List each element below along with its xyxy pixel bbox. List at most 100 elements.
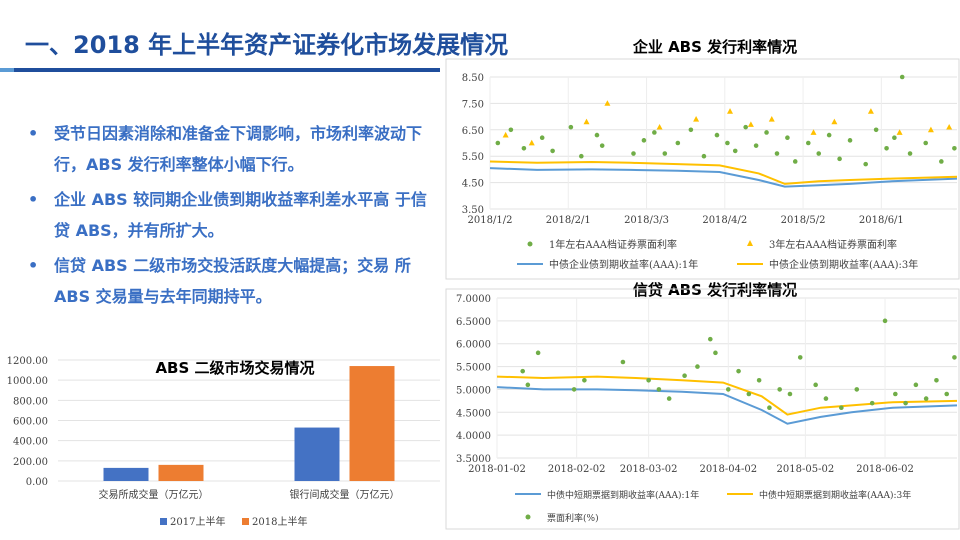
scatter-point <box>907 151 913 156</box>
scatter-point <box>823 396 829 401</box>
scatter-point <box>525 382 531 388</box>
scatter-point <box>934 377 939 383</box>
scatter-point <box>882 318 888 324</box>
title-underline-accent <box>0 68 14 72</box>
scatter-point <box>767 405 772 411</box>
bullet-text: 企业 ABS 较同期企业债到期收益率利差水平高 于信贷 ABS，并有所扩大。 <box>54 190 427 240</box>
scatter-point <box>675 140 681 146</box>
scatter-point <box>792 159 798 164</box>
bullet-list: • 受节日因素消除和准备金下调影响，市场利率波动下行，ABS 发行利率整体小幅下行… <box>28 118 440 316</box>
chart-frame <box>445 288 960 530</box>
y-tick-label: 6.0000 <box>456 340 491 351</box>
legend-label: 3年左右AAA档证券票面利率 <box>769 238 897 251</box>
scatter-point <box>837 156 842 162</box>
abs-trading-chart: 0.00 200.00 400.00 600.00 800.00 1000.00 1200.… <box>7 356 440 528</box>
legend-label: 2017上半年 <box>170 515 225 528</box>
scatter-point <box>787 391 793 397</box>
scatter-point <box>682 373 687 379</box>
legend-label: 1年左右AAA档证券票面利率 <box>549 238 677 251</box>
series-line-1 <box>489 167 958 188</box>
scatter-point <box>495 140 501 146</box>
scatter-point <box>620 359 626 365</box>
scatter-point <box>944 391 950 397</box>
scatter-point <box>839 405 844 411</box>
scatter-point <box>662 151 668 156</box>
bar <box>294 427 340 481</box>
bullet-text: 信贷 ABS 二级市场交投活跃度大幅提高；交易 所 ABS 交易量与去年同期持平… <box>54 256 411 306</box>
scatter-point <box>785 135 790 141</box>
legend-label: 中债中短期票据到期收益率(AAA):3年 <box>759 489 911 501</box>
scatter-point <box>688 127 694 133</box>
scatter-point <box>646 377 651 383</box>
scatter-point <box>539 135 545 141</box>
scatter-point <box>869 400 875 406</box>
scatter-point <box>579 153 584 159</box>
scatter-point <box>594 132 600 138</box>
enterprise-abs-chart: 3.50 4.50 5.50 6.50 7.50 8.50 2018/1/2 2018/2/1… <box>445 58 960 280</box>
scatter-point <box>753 143 759 148</box>
scatter-point-triangle <box>727 108 734 114</box>
x-tick-label: 2018/5/2 <box>781 215 826 226</box>
x-tick-label: 2018/3/3 <box>624 215 669 226</box>
scatter-point-triangle <box>768 116 775 122</box>
scatter-point <box>854 387 860 392</box>
y-tick-label: 0.00 <box>26 477 48 488</box>
scatter-point-triangle <box>896 129 903 135</box>
x-category-label: 银行间成交量（万亿元） <box>290 488 400 501</box>
scatter-point <box>568 124 574 130</box>
legend-label: 票面利率(%) <box>547 512 599 524</box>
bullet-dot-icon: • <box>28 256 39 275</box>
scatter-point <box>714 132 720 138</box>
bullet-item: • 企业 ABS 较同期企业债到期收益率利差水平高 于信贷 ABS，并有所扩大。 <box>28 184 440 246</box>
scatter-point <box>805 140 811 146</box>
enterprise-chart-title: 企业 ABS 发行利率情况 <box>632 38 798 56</box>
y-tick-label: 1000.00 <box>7 376 48 387</box>
y-tick-label: 4.5000 <box>456 408 491 419</box>
scatter-point <box>777 387 782 392</box>
x-tick-label: 2018-05-02 <box>777 464 835 475</box>
y-tick-label: 7.50 <box>462 99 484 110</box>
x-tick-label: 2018-03-02 <box>620 464 678 475</box>
legend-label: 中债企业债到期收益率(AAA):3年 <box>769 258 918 271</box>
y-tick-label: 200.00 <box>13 457 48 468</box>
page-title: 一、2018 年上半年资产证券化市场发展情况 <box>25 31 509 59</box>
scatter-point-triangle <box>604 100 611 106</box>
scatter-point <box>847 138 853 143</box>
y-tick-label: 1200.00 <box>7 356 48 367</box>
scatter-point <box>508 127 514 133</box>
bullet-text: 受节日因素消除和准备金下调影响，市场利率波动下行，ABS 发行利率整体小幅下行。 <box>54 124 423 174</box>
scatter-point <box>725 140 730 146</box>
scatter-point <box>713 350 718 356</box>
y-tick-label: 5.5000 <box>456 363 491 374</box>
scatter-point <box>903 400 908 406</box>
scatter-point <box>797 355 803 360</box>
bullet-item: • 受节日因素消除和准备金下调影响，市场利率波动下行，ABS 发行利率整体小幅下行… <box>28 118 440 180</box>
scatter-point <box>666 396 672 401</box>
y-tick-label: 4.0000 <box>456 431 491 442</box>
scatter-point-triangle <box>656 123 663 130</box>
scatter-point <box>952 145 957 151</box>
bullet-dot-icon: • <box>28 190 39 209</box>
scatter-point <box>764 130 769 135</box>
scatter-point <box>923 140 928 146</box>
scatter-point-triangle <box>583 118 590 125</box>
scatter-point <box>631 151 636 156</box>
scatter-point <box>695 364 700 369</box>
scatter-point <box>873 127 879 133</box>
scatter-point <box>913 382 919 388</box>
legend-swatch <box>160 518 167 525</box>
scatter-point <box>732 148 738 154</box>
scatter-point <box>743 124 748 130</box>
scatter-point-triangle <box>502 131 509 138</box>
scatter-point <box>521 145 527 151</box>
legend-triangle-marker <box>747 240 753 246</box>
scatter-point <box>892 135 897 141</box>
legend-label: 中债中短期票据到期收益率(AAA):1年 <box>547 489 699 501</box>
x-category-label: 交易所成交量（万亿元） <box>99 488 209 501</box>
x-tick-label: 2018-01-02 <box>468 464 526 475</box>
scatter-point-triangle <box>528 139 535 146</box>
scatter-point <box>582 377 587 383</box>
credit-abs-chart: 3.5000 4.0000 4.5000 5.0000 5.5000 6.0000 6.50… <box>445 288 960 530</box>
scatter-point <box>571 387 577 392</box>
x-tick-label: 2018/2/1 <box>546 215 591 226</box>
